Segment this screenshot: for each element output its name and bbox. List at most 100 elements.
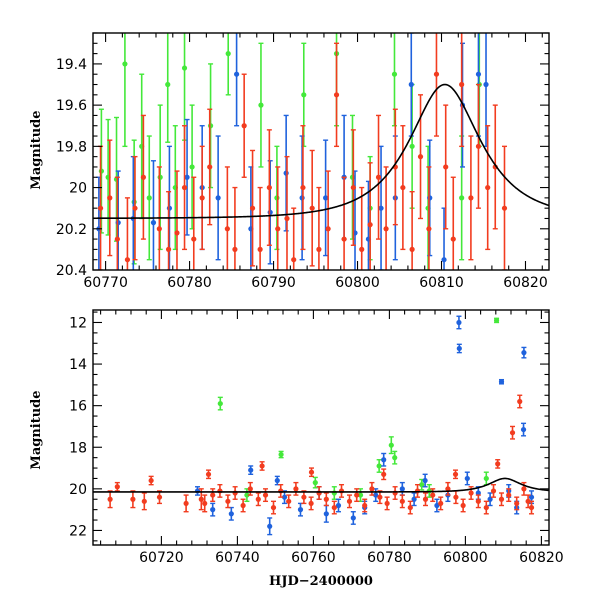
- x-tick-label: 60740: [215, 550, 260, 566]
- data-point-red: [438, 500, 444, 507]
- data-point-red: [183, 500, 189, 507]
- data-point-blue: [373, 492, 379, 498]
- data-point-red: [257, 246, 263, 252]
- data-point-red: [354, 492, 360, 498]
- data-point-green: [244, 492, 250, 498]
- data-point-red: [191, 236, 197, 242]
- data-point-green: [459, 195, 465, 201]
- data-point-red: [422, 496, 429, 502]
- data-point-green: [217, 400, 223, 407]
- data-point-blue: [422, 477, 428, 484]
- data-point-red: [483, 504, 489, 511]
- top-panel-data: [93, 33, 549, 270]
- data-point-red: [316, 246, 322, 252]
- data-point-blue: [381, 457, 387, 463]
- data-point-blue: [399, 486, 405, 492]
- data-point-green: [388, 442, 394, 448]
- data-point-red: [333, 92, 340, 98]
- data-point-red: [202, 500, 208, 507]
- data-point-red: [247, 486, 253, 492]
- data-point-red: [148, 477, 154, 484]
- data-point-red: [325, 226, 331, 232]
- bottom-ylabel: Magnitude: [29, 390, 44, 469]
- data-point-blue: [456, 345, 462, 352]
- data-point-blue: [487, 496, 493, 502]
- data-point-green: [207, 123, 214, 129]
- data-point-red: [453, 494, 459, 500]
- data-point-red: [308, 500, 314, 507]
- data-point-red: [468, 195, 474, 201]
- data-point-red: [485, 184, 491, 191]
- data-point-red: [346, 498, 353, 504]
- data-point-red: [433, 71, 440, 77]
- data-point-blue: [411, 496, 417, 502]
- data-point-green: [274, 195, 280, 201]
- data-point-green: [392, 455, 398, 461]
- x-tick-label: 60760: [291, 550, 336, 566]
- data-point-red: [97, 205, 104, 211]
- data-point-red: [369, 486, 375, 492]
- data-point-red: [521, 486, 527, 492]
- x-tick-label: 60820: [503, 275, 548, 291]
- data-point-red: [309, 205, 315, 211]
- data-point-green: [258, 102, 264, 108]
- data-point-red: [132, 205, 138, 211]
- data-point-green: [391, 71, 398, 77]
- data-point-red: [443, 164, 449, 170]
- data-point-green: [98, 168, 104, 174]
- data-point-red: [426, 226, 432, 232]
- data-point-blue: [456, 319, 462, 326]
- data-point-green: [146, 195, 152, 201]
- data-point-blue: [274, 477, 280, 484]
- data-point-blue: [427, 195, 433, 201]
- data-point-blue: [464, 475, 470, 482]
- top-ylabel: Magnitude: [29, 110, 44, 189]
- data-point-red: [156, 226, 162, 232]
- y-tick-label: 19.6: [56, 98, 87, 114]
- y-tick-label: 22: [69, 523, 87, 539]
- data-point-blue: [234, 71, 240, 77]
- data-point-blue: [498, 379, 505, 385]
- data-point-red: [207, 164, 213, 170]
- data-point-green: [312, 480, 318, 486]
- data-point-green: [189, 164, 195, 170]
- data-point-red: [399, 498, 405, 504]
- data-point-blue: [210, 507, 216, 513]
- plot-frame: [92, 32, 550, 271]
- data-point-red: [293, 486, 299, 492]
- x-tick-label: 60820: [519, 550, 564, 566]
- data-point-red: [362, 502, 368, 509]
- data-point-red: [232, 246, 238, 252]
- data-point-red: [331, 504, 337, 511]
- top-panel: 60770 60780 60790 60800 60810 60820 19.4 19.6 19…: [29, 32, 550, 291]
- data-point-red: [198, 496, 204, 502]
- data-point-red: [205, 471, 212, 477]
- data-point-blue: [520, 426, 527, 433]
- data-point-red: [156, 494, 163, 500]
- y-tick-label: 20: [69, 482, 87, 498]
- y-tick-label: 19.4: [56, 57, 87, 73]
- data-point-green: [131, 199, 137, 205]
- data-point-green: [278, 451, 284, 458]
- data-point-red: [165, 246, 172, 252]
- data-point-red: [514, 500, 520, 507]
- data-point-red: [341, 236, 347, 242]
- data-point-blue: [248, 467, 254, 473]
- data-point-red: [468, 490, 474, 496]
- data-point-red: [107, 195, 113, 201]
- data-point-red: [124, 257, 131, 263]
- top-panel-axes: 60770 60780 60790 60800 60810 60820 19.4 19.6 19…: [56, 32, 550, 291]
- data-point-red: [224, 226, 230, 232]
- data-point-red: [114, 484, 120, 490]
- data-point-blue: [528, 494, 535, 500]
- data-point-red: [308, 469, 315, 475]
- data-point-red: [262, 492, 269, 498]
- bottom-panel-axes: 60720 60740 60760 60780 60800 60820 12 14 16 18 20…: [69, 309, 564, 566]
- y-tick-label: 20: [69, 181, 87, 197]
- data-point-red: [528, 504, 535, 511]
- data-point-blue: [283, 170, 289, 176]
- data-point-red: [174, 230, 180, 236]
- data-point-green: [483, 475, 489, 482]
- data-point-red: [225, 498, 231, 504]
- data-point-red: [377, 494, 383, 500]
